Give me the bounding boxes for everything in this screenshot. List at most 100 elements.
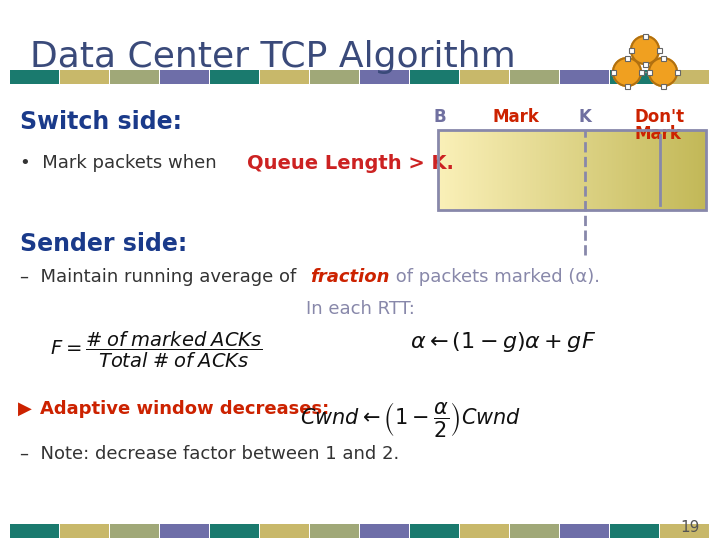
Bar: [533, 130, 535, 210]
Bar: [438, 130, 440, 210]
Bar: [485, 130, 487, 210]
Bar: [518, 130, 521, 210]
Bar: [618, 130, 619, 210]
Bar: [580, 130, 582, 210]
Text: Don't: Don't: [635, 108, 685, 126]
Text: K: K: [579, 108, 591, 126]
Bar: [521, 130, 523, 210]
Bar: [590, 130, 593, 210]
Bar: [526, 130, 528, 210]
Bar: [631, 130, 633, 210]
Bar: [627, 130, 629, 210]
Bar: [654, 130, 656, 210]
Bar: [495, 130, 498, 210]
Text: In each RTT:: In each RTT:: [305, 300, 415, 318]
Bar: [616, 130, 618, 210]
Bar: [525, 130, 527, 210]
Bar: [685, 130, 686, 210]
Bar: [410, 70, 459, 84]
Bar: [562, 130, 563, 210]
Text: $F = \dfrac{\#\; of\; marked\; ACKs}{Total\;\#\; of\; ACKs}$: $F = \dfrac{\#\; of\; marked\; ACKs}{Tot…: [50, 330, 263, 370]
Bar: [534, 130, 536, 210]
Bar: [582, 130, 585, 210]
Bar: [514, 130, 516, 210]
Bar: [626, 130, 627, 210]
Bar: [506, 130, 508, 210]
Bar: [565, 130, 567, 210]
Circle shape: [649, 58, 677, 86]
Text: ▶: ▶: [18, 400, 32, 418]
Bar: [662, 130, 664, 210]
Bar: [575, 130, 577, 210]
Bar: [360, 524, 408, 538]
Bar: [465, 130, 467, 210]
Bar: [581, 130, 583, 210]
Bar: [556, 130, 558, 210]
Bar: [644, 130, 647, 210]
Bar: [551, 130, 552, 210]
Bar: [260, 70, 308, 84]
Bar: [10, 70, 58, 84]
Bar: [647, 130, 649, 210]
Bar: [683, 130, 685, 210]
Text: Switch side:: Switch side:: [20, 110, 182, 134]
Bar: [456, 130, 457, 210]
Bar: [489, 130, 491, 210]
Bar: [705, 130, 706, 210]
Bar: [513, 130, 515, 210]
Bar: [596, 130, 598, 210]
Text: $Cwnd \leftarrow \left(1 - \dfrac{\alpha}{2}\right)Cwnd$: $Cwnd \leftarrow \left(1 - \dfrac{\alpha…: [300, 400, 521, 439]
Text: –  Maintain running average of: – Maintain running average of: [20, 268, 302, 286]
Bar: [649, 130, 652, 210]
Bar: [532, 130, 534, 210]
Bar: [498, 130, 500, 210]
Bar: [460, 70, 508, 84]
Bar: [696, 130, 697, 210]
Bar: [570, 130, 571, 210]
Bar: [523, 130, 524, 210]
Bar: [603, 130, 605, 210]
Bar: [655, 130, 657, 210]
Bar: [493, 130, 495, 210]
Bar: [607, 130, 608, 210]
Bar: [516, 130, 518, 210]
Bar: [441, 130, 443, 210]
Bar: [619, 130, 621, 210]
Text: fraction: fraction: [310, 268, 390, 286]
Bar: [475, 130, 477, 210]
Bar: [562, 130, 564, 210]
Bar: [606, 130, 608, 210]
Bar: [600, 130, 602, 210]
Bar: [598, 130, 599, 210]
Bar: [480, 130, 482, 210]
Bar: [610, 524, 659, 538]
Bar: [702, 130, 704, 210]
Bar: [697, 130, 698, 210]
Bar: [505, 130, 507, 210]
Bar: [509, 130, 511, 210]
Bar: [210, 70, 258, 84]
Bar: [660, 524, 708, 538]
Bar: [541, 130, 543, 210]
Text: Mark: Mark: [635, 125, 682, 143]
Bar: [473, 130, 474, 210]
Bar: [548, 130, 550, 210]
Bar: [694, 130, 696, 210]
Bar: [110, 524, 158, 538]
Bar: [599, 130, 600, 210]
Text: Mark: Mark: [492, 108, 539, 126]
Bar: [462, 130, 464, 210]
Bar: [467, 130, 469, 210]
Bar: [510, 130, 512, 210]
Bar: [639, 130, 641, 210]
Bar: [660, 84, 665, 89]
Bar: [444, 130, 445, 210]
Bar: [640, 130, 642, 210]
Bar: [572, 130, 574, 210]
Bar: [528, 130, 530, 210]
Bar: [536, 130, 538, 210]
Text: $\alpha \leftarrow (1-g)\alpha + gF$: $\alpha \leftarrow (1-g)\alpha + gF$: [410, 330, 596, 354]
Bar: [492, 130, 493, 210]
Bar: [682, 130, 684, 210]
Bar: [554, 130, 557, 210]
